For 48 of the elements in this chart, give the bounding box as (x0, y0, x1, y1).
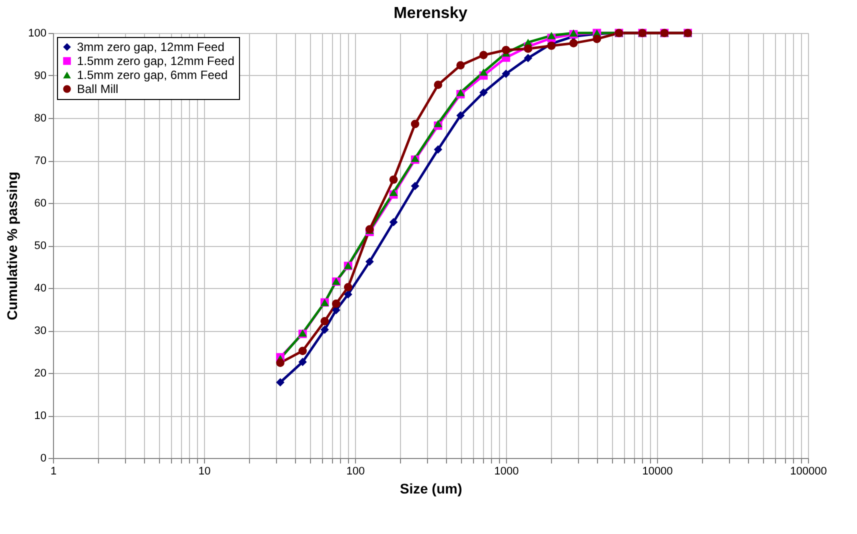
x-tick-label: 1 (50, 466, 57, 478)
y-tick-label: 40 (34, 282, 46, 294)
x-tick-label: 100 (346, 466, 365, 478)
legend-label: 1.5mm zero gap, 6mm Feed (77, 68, 228, 82)
y-tick-label: 100 (28, 28, 46, 40)
y-tick-label: 60 (34, 198, 46, 210)
point (410, 182, 420, 190)
point (479, 88, 488, 97)
point (389, 188, 398, 196)
point (344, 282, 352, 292)
point (569, 39, 578, 48)
point (389, 175, 398, 184)
y-tick-label: 90 (34, 70, 46, 82)
point (547, 42, 556, 50)
y-axis-title: Cumulative % passing (4, 172, 20, 320)
point (434, 80, 442, 90)
x-tick-label: 1000 (494, 466, 519, 478)
point (592, 34, 602, 44)
point (524, 44, 532, 53)
x-tick-label: 100000 (790, 466, 827, 478)
x-tick-label: 10 (198, 466, 211, 478)
point (434, 120, 442, 128)
point (344, 290, 352, 299)
point (434, 145, 442, 154)
point (502, 46, 510, 54)
y-tick-label: 0 (40, 452, 46, 464)
y-tick-label: 70 (34, 155, 46, 167)
legend-label: Ball Mill (77, 82, 118, 96)
point (547, 32, 556, 40)
y-tick-label: 80 (34, 112, 46, 124)
point (524, 54, 532, 62)
legend-label: 3mm zero gap, 12mm Feed (77, 40, 224, 54)
x-tick-label: 10000 (642, 466, 673, 478)
x-axis-title: Size (um) (400, 480, 462, 496)
point (365, 257, 374, 266)
point (456, 111, 465, 120)
point (410, 120, 420, 128)
chart-title: Merensky (394, 5, 468, 22)
point (479, 50, 488, 60)
y-tick-label: 10 (34, 410, 46, 422)
point (479, 68, 488, 76)
y-tick-label: 20 (34, 368, 46, 380)
point (389, 218, 398, 226)
legend-label: 1.5mm zero gap, 12mm Feed (77, 54, 234, 68)
y-tick-label: 50 (34, 240, 46, 252)
y-tick-label: 30 (34, 325, 46, 337)
point (502, 70, 510, 78)
point (456, 61, 465, 70)
